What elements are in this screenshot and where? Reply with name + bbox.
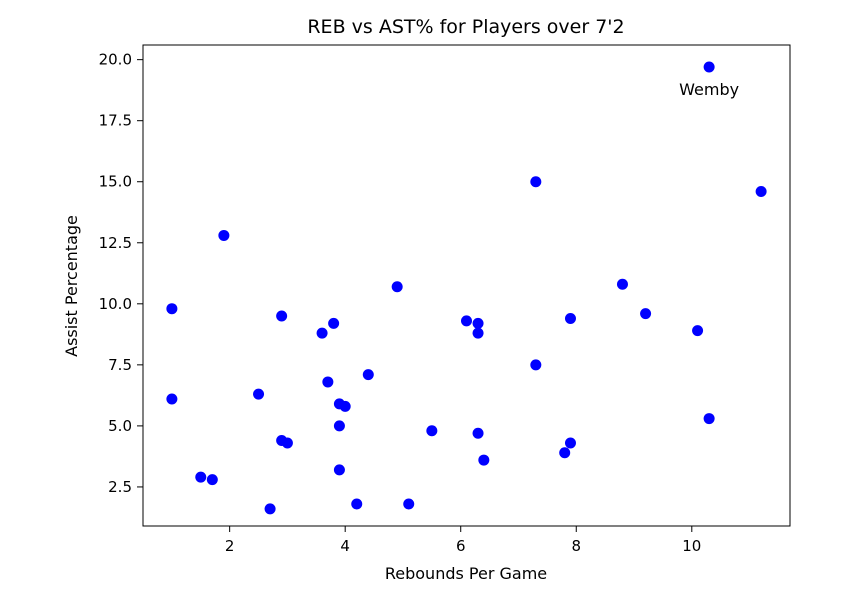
data-point bbox=[530, 359, 542, 371]
data-point bbox=[391, 281, 403, 293]
y-axis: 2.5 5.0 7.5 10.0 12.5 15.0 17.5 20.0 bbox=[99, 51, 143, 496]
data-point bbox=[478, 454, 490, 466]
x-tick-label: 6 bbox=[456, 537, 466, 555]
data-point bbox=[276, 310, 288, 322]
x-tick-label: 10 bbox=[682, 537, 701, 555]
data-point bbox=[316, 327, 328, 339]
plot-area: Wemby bbox=[166, 61, 767, 515]
data-point bbox=[333, 464, 345, 476]
data-point bbox=[362, 369, 374, 381]
data-point bbox=[559, 447, 571, 459]
y-tick-label: 2.5 bbox=[108, 478, 132, 496]
y-tick-label: 12.5 bbox=[99, 234, 132, 252]
data-point bbox=[206, 474, 218, 486]
data-point bbox=[461, 315, 472, 327]
axes-frame bbox=[142, 44, 791, 527]
y-tick-label: 17.5 bbox=[99, 112, 132, 130]
data-point bbox=[472, 317, 484, 329]
data-point bbox=[755, 185, 767, 197]
data-point bbox=[530, 176, 542, 188]
chart-title: REB vs AST% for Players over 7'2 bbox=[307, 16, 624, 38]
data-point bbox=[264, 503, 276, 515]
data-point bbox=[564, 312, 576, 324]
data-point bbox=[253, 388, 265, 400]
y-tick-label: 5.0 bbox=[108, 417, 132, 435]
x-axis-label: Rebounds Per Game bbox=[385, 564, 547, 583]
y-tick-label: 10.0 bbox=[99, 295, 132, 313]
y-axis-label: Assist Percentage bbox=[62, 215, 81, 357]
data-point bbox=[339, 400, 351, 412]
data-point bbox=[564, 437, 576, 449]
data-point bbox=[692, 325, 704, 337]
data-point bbox=[403, 498, 415, 510]
x-tick-label: 2 bbox=[225, 537, 235, 555]
data-point bbox=[616, 278, 628, 290]
data-point bbox=[218, 229, 230, 241]
point-annotation: Wemby bbox=[679, 80, 739, 99]
data-point bbox=[328, 317, 340, 329]
data-point bbox=[195, 471, 207, 483]
data-point bbox=[166, 303, 178, 315]
data-point bbox=[333, 420, 345, 432]
data-point bbox=[281, 437, 293, 449]
data-point bbox=[703, 413, 715, 425]
y-tick-label: 7.5 bbox=[108, 356, 132, 374]
data-point bbox=[426, 425, 438, 437]
y-tick-label: 20.0 bbox=[99, 51, 132, 69]
data-point bbox=[166, 393, 178, 405]
data-point bbox=[351, 498, 363, 510]
data-point bbox=[703, 61, 715, 73]
data-point bbox=[322, 376, 334, 388]
x-axis: 2 4 6 8 10 bbox=[225, 526, 701, 555]
x-tick-label: 8 bbox=[571, 537, 581, 555]
y-tick-label: 15.0 bbox=[99, 173, 132, 191]
data-point bbox=[472, 327, 484, 339]
x-tick-label: 4 bbox=[340, 537, 350, 555]
data-point bbox=[640, 308, 652, 320]
data-point bbox=[472, 427, 484, 439]
